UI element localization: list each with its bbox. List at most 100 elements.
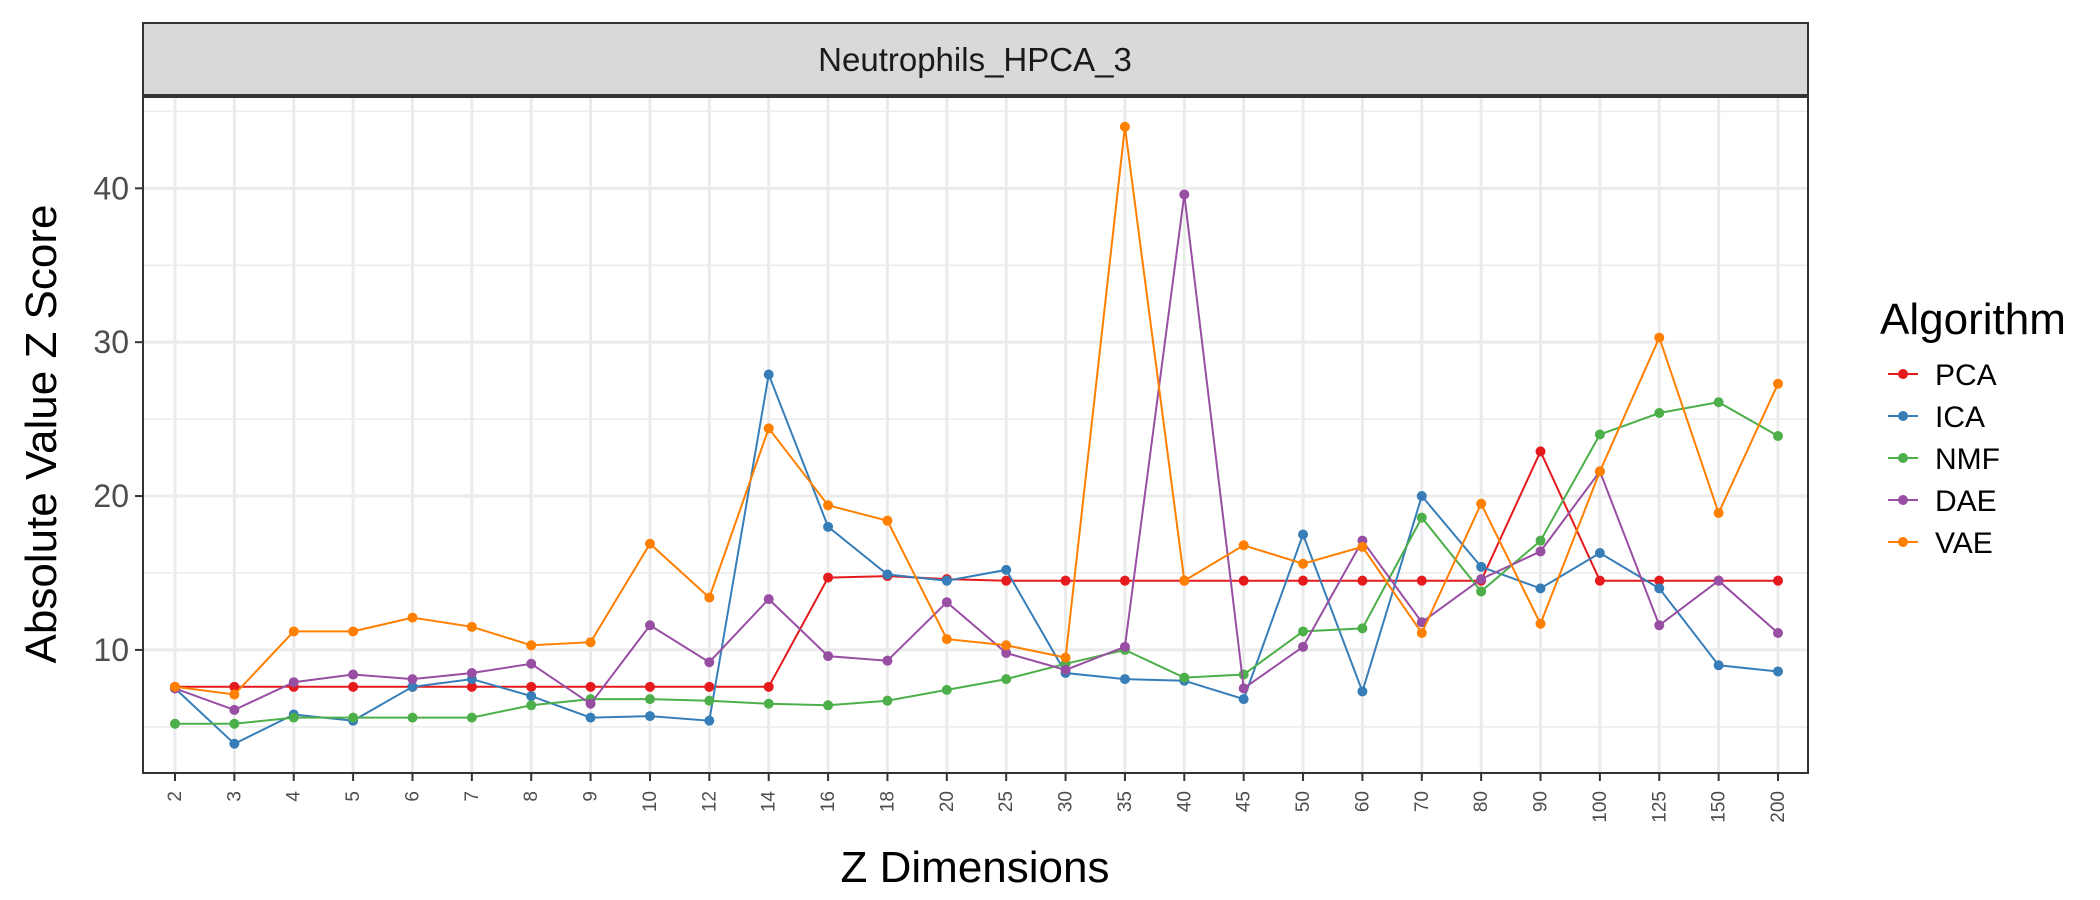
data-point-vae [348, 626, 359, 637]
data-point-ica [823, 521, 834, 532]
x-axis: 2 3 4 5 6 7 8 9 10 12 14 16 18 20 25 30 35 40 45 50 60 70 80 90… [165, 773, 1789, 823]
data-point-pca [1357, 575, 1368, 586]
data-point-vae [644, 538, 655, 549]
data-point-ica [1001, 564, 1012, 575]
x-tick-label: 80 [1471, 791, 1492, 812]
data-point-nmf [1298, 626, 1309, 637]
series-lines [170, 121, 1783, 749]
x-tick-label: 50 [1293, 791, 1314, 812]
plot-panel [143, 96, 1808, 773]
data-point-vae [1535, 618, 1546, 629]
data-point-nmf [1238, 669, 1249, 680]
data-point-nmf [1001, 674, 1012, 685]
x-tick-label: 70 [1412, 791, 1433, 812]
data-point-vae [882, 515, 893, 526]
data-point-nmf [526, 700, 537, 711]
data-point-vae [170, 681, 180, 692]
data-point-vae [1713, 507, 1724, 518]
data-point-dae [1476, 574, 1487, 585]
x-tick-label: 20 [937, 791, 958, 812]
x-tick-label: 40 [1174, 791, 1195, 812]
data-point-vae [1416, 627, 1427, 638]
data-point-pca [1238, 575, 1249, 586]
data-point-ica [1654, 583, 1665, 594]
data-point-dae [941, 597, 952, 608]
data-point-vae [1773, 378, 1783, 389]
x-tick-label: 5 [343, 791, 364, 802]
y-tick-label: 30 [93, 324, 129, 360]
x-tick-label: 8 [521, 791, 542, 802]
data-point-pca [348, 681, 359, 692]
data-point-nmf [288, 712, 299, 723]
data-point-ica [1298, 529, 1309, 540]
legend-item-ica: ICA [1888, 401, 1985, 434]
x-tick-label: 14 [759, 791, 780, 813]
data-point-pca [1060, 575, 1071, 586]
legend-key-point [1898, 453, 1908, 463]
data-point-pca [466, 681, 477, 692]
legend-key-point [1898, 369, 1908, 379]
data-point-pca [1773, 575, 1783, 586]
data-point-vae [1238, 540, 1249, 551]
x-tick-label: 18 [877, 791, 898, 812]
x-tick-label: 35 [1115, 791, 1136, 812]
data-point-pca [1298, 575, 1309, 586]
data-point-ica [407, 681, 418, 692]
data-point-pca [1594, 575, 1605, 586]
data-point-ica [1416, 491, 1427, 502]
x-tick-label: 100 [1590, 791, 1611, 823]
data-point-nmf [823, 700, 834, 711]
data-point-dae [466, 667, 477, 678]
data-point-nmf [763, 698, 774, 709]
data-point-vae [1298, 558, 1309, 569]
data-point-pca [526, 681, 537, 692]
data-point-nmf [170, 718, 180, 729]
data-point-vae [526, 640, 537, 651]
x-tick-label: 25 [996, 791, 1017, 812]
data-point-nmf [644, 694, 655, 705]
legend-key-point [1898, 411, 1908, 421]
data-point-vae [1179, 575, 1190, 586]
data-point-nmf [466, 712, 477, 723]
series-vae [170, 121, 1783, 700]
legend-item-vae: VAE [1888, 527, 1993, 560]
data-point-vae [466, 621, 477, 632]
data-point-ica [763, 369, 774, 380]
data-point-ica [1773, 666, 1783, 677]
data-point-dae [1713, 575, 1724, 586]
data-point-vae [1357, 541, 1368, 552]
data-point-ica [585, 712, 596, 723]
y-axis: 10 20 30 40 [93, 170, 143, 668]
data-point-nmf [1476, 586, 1487, 597]
data-point-dae [823, 651, 834, 662]
data-point-ica [1713, 660, 1724, 671]
data-point-dae [1119, 641, 1130, 652]
legend-key-point [1898, 495, 1908, 505]
legend-label: VAE [1935, 527, 1993, 560]
x-tick-label: 4 [284, 791, 305, 802]
data-point-vae [941, 634, 952, 645]
data-point-nmf [704, 695, 715, 706]
legend-label: PCA [1935, 359, 1997, 392]
data-point-dae [1773, 627, 1783, 638]
data-point-vae [704, 592, 715, 603]
x-tick-label: 2 [165, 791, 186, 802]
data-point-nmf [941, 684, 952, 695]
data-point-dae [1298, 641, 1309, 652]
legend: PCA ICA NMF DAE VAE [1888, 359, 2000, 560]
y-tick-label: 20 [93, 478, 129, 514]
data-point-vae [1594, 466, 1605, 477]
data-point-nmf [1594, 429, 1605, 440]
data-point-nmf [1773, 431, 1783, 442]
data-point-ica [1594, 547, 1605, 558]
legend-key-point [1898, 537, 1908, 547]
data-point-dae [1238, 683, 1249, 694]
data-point-dae [644, 620, 655, 631]
data-point-ica [941, 575, 952, 586]
data-point-vae [288, 626, 299, 637]
series-dae [170, 189, 1783, 715]
data-point-pca [1535, 446, 1546, 457]
x-tick-label: 60 [1352, 791, 1373, 812]
data-point-vae [763, 423, 774, 434]
data-point-vae [1060, 652, 1071, 663]
